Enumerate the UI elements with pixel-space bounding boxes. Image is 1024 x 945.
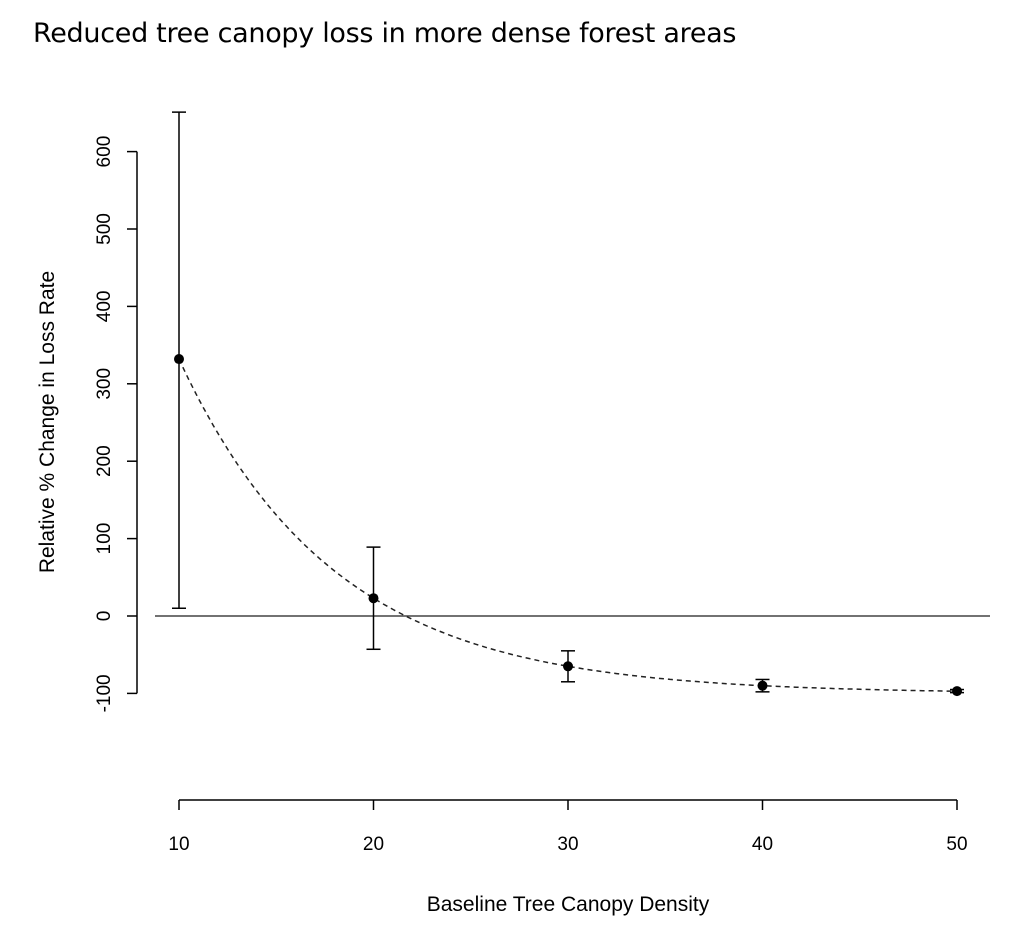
y-tick-label: 500 <box>94 213 115 245</box>
y-axis-label: Relative % Change in Loss Rate <box>36 271 59 573</box>
chart-title: Reduced tree canopy loss in more dense f… <box>33 18 737 49</box>
data-point <box>368 593 379 604</box>
y-tick-label: 300 <box>94 368 115 400</box>
x-tick-label: 10 <box>168 834 189 855</box>
y-tick-label: 100 <box>94 523 115 555</box>
y-tick-label: 600 <box>94 136 115 168</box>
y-axis: -100 0 100 200 300 400 500 600 <box>94 136 138 712</box>
y-tick-label: 0 <box>94 611 115 622</box>
x-tick-label: 40 <box>752 834 773 855</box>
y-tick-label: -100 <box>94 674 115 712</box>
data-point <box>952 686 962 697</box>
x-axis-label: Baseline Tree Canopy Density <box>427 893 710 916</box>
x-axis: 10 20 30 40 50 <box>168 799 968 855</box>
x-tick-label: 30 <box>557 834 578 855</box>
x-tick-label: 50 <box>946 834 967 855</box>
y-tick-label: 400 <box>94 291 115 323</box>
data-point <box>757 680 768 691</box>
data-points <box>172 111 964 697</box>
data-point <box>174 354 184 365</box>
fitted-curve <box>178 358 958 692</box>
x-tick-label: 20 <box>363 834 384 855</box>
y-tick-label: 200 <box>94 445 115 477</box>
data-point <box>563 661 573 672</box>
